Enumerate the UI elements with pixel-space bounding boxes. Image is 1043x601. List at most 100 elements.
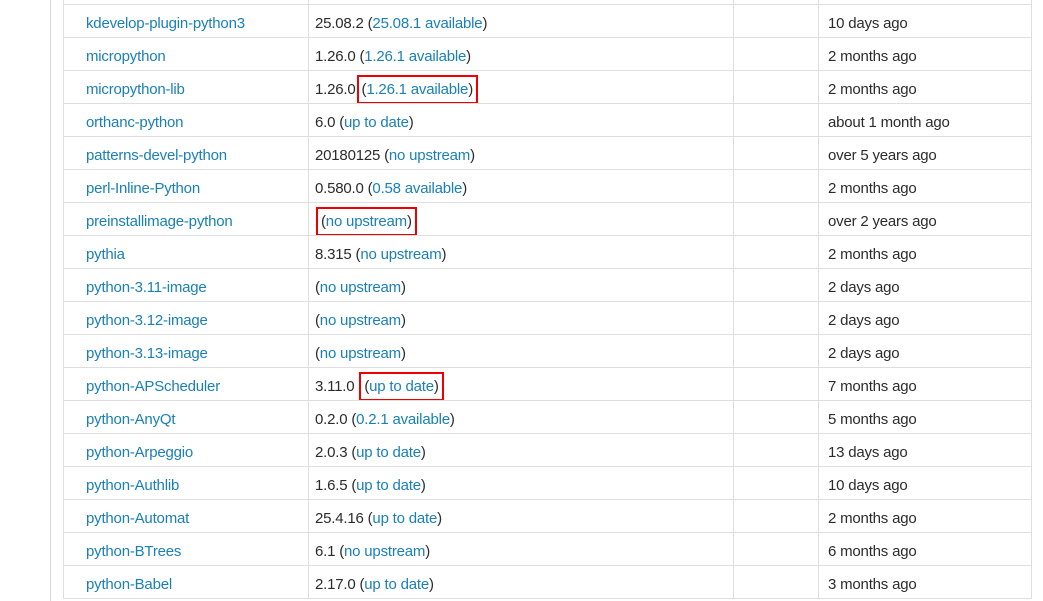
version-text: 6.0 (up to date) xyxy=(315,114,414,131)
version-number: 6.1 xyxy=(315,543,340,560)
status-link[interactable]: no upstream xyxy=(319,345,401,362)
version-cell: (no upstream) xyxy=(308,203,733,235)
status-link[interactable]: no upstream xyxy=(319,312,401,329)
version-status: (up to date) xyxy=(351,444,426,461)
package-link[interactable]: python-BTrees xyxy=(86,543,182,560)
version-text: 0.580.0 (0.58 available) xyxy=(315,180,467,197)
version-cell xyxy=(308,0,733,5)
flags-cell xyxy=(733,170,818,202)
status-link[interactable]: no upstream xyxy=(319,279,401,296)
version-number: 8.315 xyxy=(315,246,356,263)
version-cell: (no upstream) xyxy=(308,269,733,301)
package-link[interactable]: python-3.13-image xyxy=(86,345,208,362)
status-link[interactable]: up to date xyxy=(364,576,430,593)
flags-cell xyxy=(733,566,818,598)
updated-cell: 2 months ago xyxy=(818,71,1032,103)
package-name-cell: python-3.11-image xyxy=(63,269,308,301)
package-name-cell: preinstallimage-python xyxy=(63,203,308,235)
content-left-border xyxy=(50,0,51,601)
status-link[interactable]: up to date xyxy=(369,378,434,395)
version-status: (25.08.1 available) xyxy=(367,15,488,32)
version-status: (up to date) xyxy=(367,510,443,527)
status-link[interactable]: up to date xyxy=(344,114,409,131)
version-text: 1.26.0 (1.26.1 available) xyxy=(315,75,478,103)
status-link[interactable]: no upstream xyxy=(360,246,442,263)
version-number: 0.2.0 xyxy=(315,411,352,428)
version-status: (no upstream) xyxy=(315,345,406,362)
package-name-cell: orthanc-python xyxy=(63,104,308,136)
package-link[interactable]: micropython-lib xyxy=(86,81,185,98)
updated-cell: over 5 years ago xyxy=(818,137,1032,169)
table-row: pythia 8.315 (no upstream) 2 months ago xyxy=(63,236,1032,269)
version-text: 3.11.0 (up to date) xyxy=(315,372,444,400)
flags-cell xyxy=(733,269,818,301)
version-status: (1.26.1 available) xyxy=(359,48,471,65)
package-link[interactable]: python-APScheduler xyxy=(86,378,220,395)
flags-cell xyxy=(733,335,818,367)
version-text: 25.4.16 (up to date) xyxy=(315,510,442,527)
package-link[interactable]: kdevelop-plugin-python3 xyxy=(86,15,245,32)
updated-cell: 10 days ago xyxy=(818,467,1032,499)
status-link[interactable]: 1.26.1 available xyxy=(364,48,467,65)
package-link[interactable]: micropython xyxy=(86,48,166,65)
version-number: 2.17.0 xyxy=(315,576,360,593)
version-number: 3.11.0 xyxy=(315,378,359,395)
package-link[interactable]: python-AnyQt xyxy=(86,411,176,428)
status-link[interactable]: 0.2.1 available xyxy=(356,411,450,428)
status-link[interactable]: no upstream xyxy=(388,147,471,164)
flags-cell xyxy=(733,302,818,334)
version-text: (no upstream) xyxy=(315,279,406,296)
flags-cell xyxy=(733,467,818,499)
version-text: 6.1 (no upstream) xyxy=(315,543,430,560)
version-status: (no upstream) xyxy=(355,246,447,263)
package-link[interactable]: python-Automat xyxy=(86,510,190,527)
package-link[interactable]: python-Arpeggio xyxy=(86,444,194,461)
package-link[interactable]: python-3.11-image xyxy=(86,279,207,296)
package-link[interactable]: perl-Inline-Python xyxy=(86,180,200,197)
flags-cell xyxy=(733,203,818,235)
updated-cell: 2 months ago xyxy=(818,38,1032,70)
updated-cell: 7 months ago xyxy=(818,368,1032,400)
package-link[interactable]: python-Babel xyxy=(86,576,172,593)
package-name-cell: perl-Inline-Python xyxy=(63,170,308,202)
package-link[interactable]: pythia xyxy=(86,246,125,263)
status-link[interactable]: 1.26.1 available xyxy=(366,81,469,98)
version-text: 1.26.0 (1.26.1 available) xyxy=(315,48,471,65)
flags-cell xyxy=(733,137,818,169)
version-text: 2.0.3 (up to date) xyxy=(315,444,426,461)
version-status: (up to date) xyxy=(359,576,434,593)
package-name-cell: python-APScheduler xyxy=(63,368,308,400)
version-cell: 1.26.0 (1.26.1 available) xyxy=(308,38,733,70)
status-link[interactable]: 0.58 available xyxy=(372,180,463,197)
version-cell: 6.0 (up to date) xyxy=(308,104,733,136)
status-link[interactable]: 25.08.1 available xyxy=(372,15,483,32)
table-row: python-Arpeggio 2.0.3 (up to date) 13 da… xyxy=(63,434,1032,467)
version-cell: (no upstream) xyxy=(308,335,733,367)
version-number: 1.6.5 xyxy=(315,477,352,494)
version-status: (no upstream) xyxy=(315,279,406,296)
package-link[interactable]: python-3.12-image xyxy=(86,312,208,329)
status-link[interactable]: up to date xyxy=(356,477,421,494)
updated-cell: over 2 years ago xyxy=(818,203,1032,235)
package-link[interactable]: orthanc-python xyxy=(86,114,184,131)
package-link[interactable]: patterns-devel-python xyxy=(86,147,227,164)
version-status: (no upstream) xyxy=(384,147,475,164)
package-link[interactable]: python-Authlib xyxy=(86,477,180,494)
updated-cell: 6 months ago xyxy=(818,533,1032,565)
flags-cell xyxy=(733,434,818,466)
package-link[interactable]: preinstallimage-python xyxy=(86,213,233,230)
package-name-cell: kdevelop-plugin-python3 xyxy=(63,5,308,37)
package-name-cell: micropython xyxy=(63,38,308,70)
version-text: 0.2.0 (0.2.1 available) xyxy=(315,411,455,428)
version-cell: 2.17.0 (up to date) xyxy=(308,566,733,598)
status-link[interactable]: up to date xyxy=(356,444,421,461)
version-number: 1.26.0 xyxy=(315,48,360,65)
status-link[interactable]: no upstream xyxy=(344,543,426,560)
version-number: 25.08.2 xyxy=(315,15,368,32)
status-link[interactable]: up to date xyxy=(372,510,438,527)
highlight-box: (up to date) xyxy=(359,372,444,400)
version-cell: 25.08.2 (25.08.1 available) xyxy=(308,5,733,37)
version-status: (no upstream) xyxy=(315,312,406,329)
status-link[interactable]: no upstream xyxy=(325,213,407,230)
table-row: python-3.13-image (no upstream) 2 days a… xyxy=(63,335,1032,368)
